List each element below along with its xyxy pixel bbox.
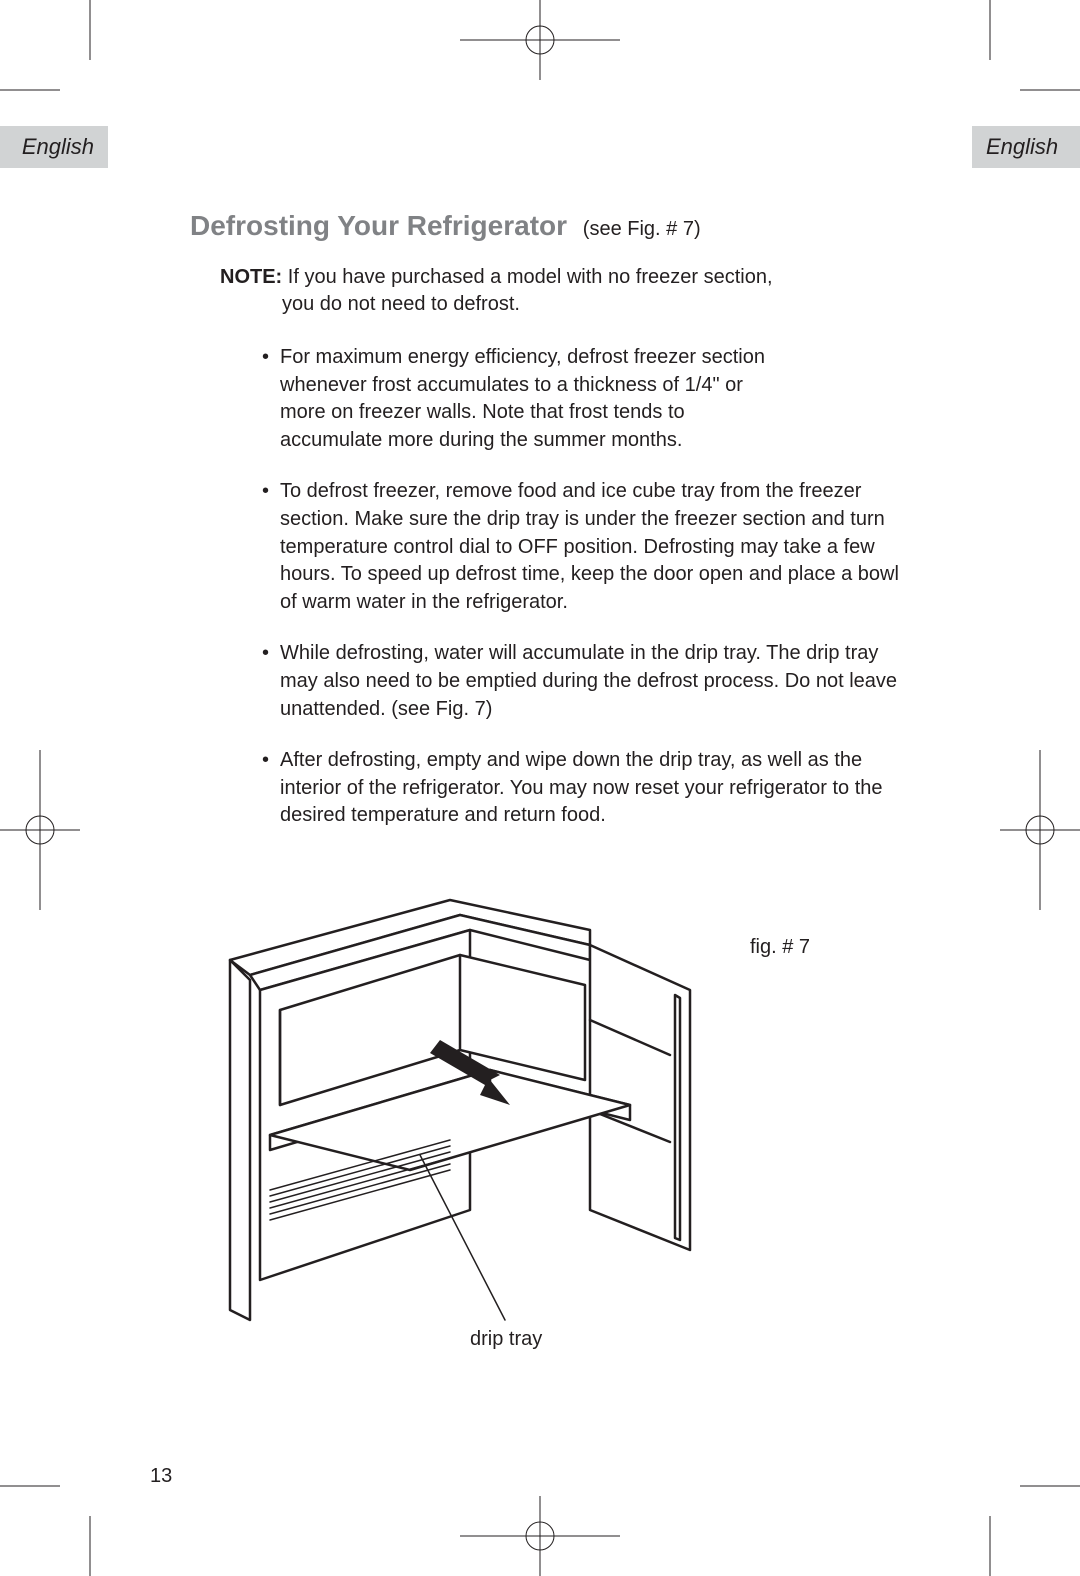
header-lang-right: English	[972, 126, 1080, 168]
bullet-item: After defrosting, empty and wipe down th…	[262, 747, 902, 830]
bullet-item: For maximum energy efficiency, defrost f…	[262, 344, 782, 454]
refrigerator-illustration	[190, 880, 710, 1350]
bullet-item: To defrost freezer, remove food and ice …	[262, 478, 902, 616]
page-content: Defrosting Your Refrigerator (see Fig. #…	[190, 210, 970, 854]
note-line2: you do not need to defrost.	[282, 291, 970, 318]
note-label: NOTE:	[220, 266, 282, 288]
figure-callout: drip tray	[470, 1328, 542, 1351]
bullet-list: For maximum energy efficiency, defrost f…	[262, 344, 970, 830]
title-reference: (see Fig. # 7)	[583, 218, 701, 240]
bullet-item: While defrosting, water will accumulate …	[262, 640, 902, 723]
header-lang-left: English	[0, 126, 108, 168]
page-number: 13	[150, 1465, 172, 1488]
figure-caption: fig. # 7	[750, 936, 810, 959]
note-block: NOTE: If you have purchased a model with…	[220, 264, 970, 318]
note-line1: If you have purchased a model with no fr…	[288, 266, 773, 288]
section-title: Defrosting Your Refrigerator (see Fig. #…	[190, 210, 970, 242]
header-language-bars: English English	[0, 126, 1080, 168]
figure-7: fig. # 7 drip tray	[190, 880, 890, 1355]
title-text: Defrosting Your Refrigerator	[190, 210, 567, 241]
